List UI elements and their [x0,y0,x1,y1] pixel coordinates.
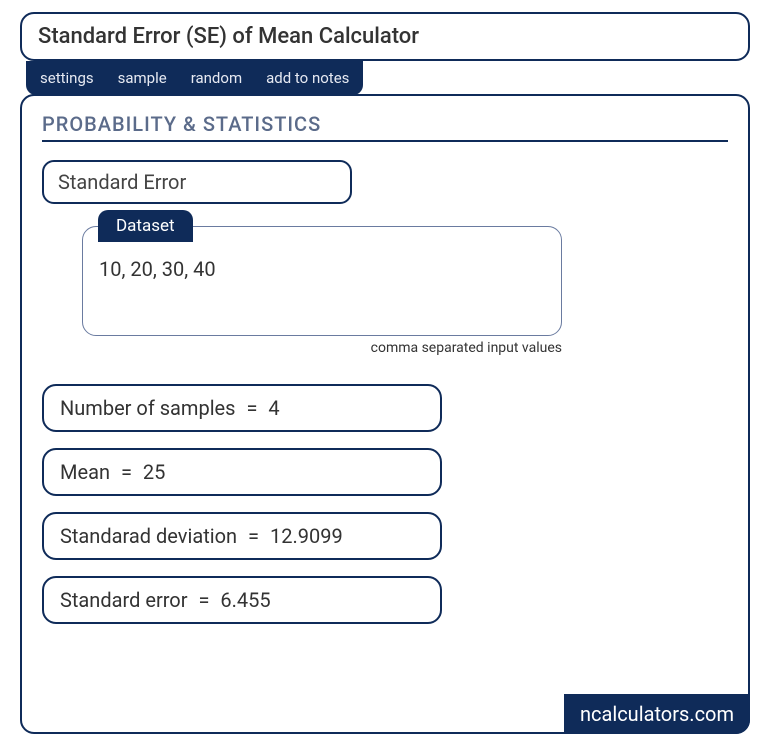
result-label: Standard error [60,588,187,612]
result-label: Number of samples [60,396,236,420]
section-heading: PROBABILITY & STATISTICS [42,112,728,142]
dataset-hint: comma separated input values [82,340,562,356]
result-label: Mean [60,460,110,484]
equals-sign: = [198,588,214,612]
result-stderr: Standard error = 6.455 [42,576,442,624]
equals-sign: = [121,460,137,484]
tab-settings[interactable]: settings [40,69,94,87]
tab-add-to-notes[interactable]: add to notes [266,69,349,87]
equals-sign: = [246,396,262,420]
tab-sample[interactable]: sample [118,69,167,87]
result-n-samples: Number of samples = 4 [42,384,442,432]
dataset-label: Dataset [98,210,193,242]
result-value: 4 [268,396,279,420]
tab-bar: settings sample random add to notes [26,61,363,95]
result-value: 12.9099 [270,524,343,548]
result-mean: Mean = 25 [42,448,442,496]
result-value: 25 [143,460,165,484]
tab-random[interactable]: random [191,69,242,87]
page-title: Standard Error (SE) of Mean Calculator [20,12,750,61]
brand-badge: ncalculators.com [564,694,750,734]
dataset-block: Dataset 10, 20, 30, 40 comma separated i… [82,226,562,356]
main-panel: PROBABILITY & STATISTICS Standard Error … [20,94,750,734]
calculator-name: Standard Error [42,160,352,204]
result-value: 6.455 [220,588,270,612]
equals-sign: = [248,524,264,548]
result-label: Standarad deviation [60,524,237,548]
dataset-input[interactable]: 10, 20, 30, 40 [82,226,562,336]
result-stddev: Standarad deviation = 12.9099 [42,512,442,560]
